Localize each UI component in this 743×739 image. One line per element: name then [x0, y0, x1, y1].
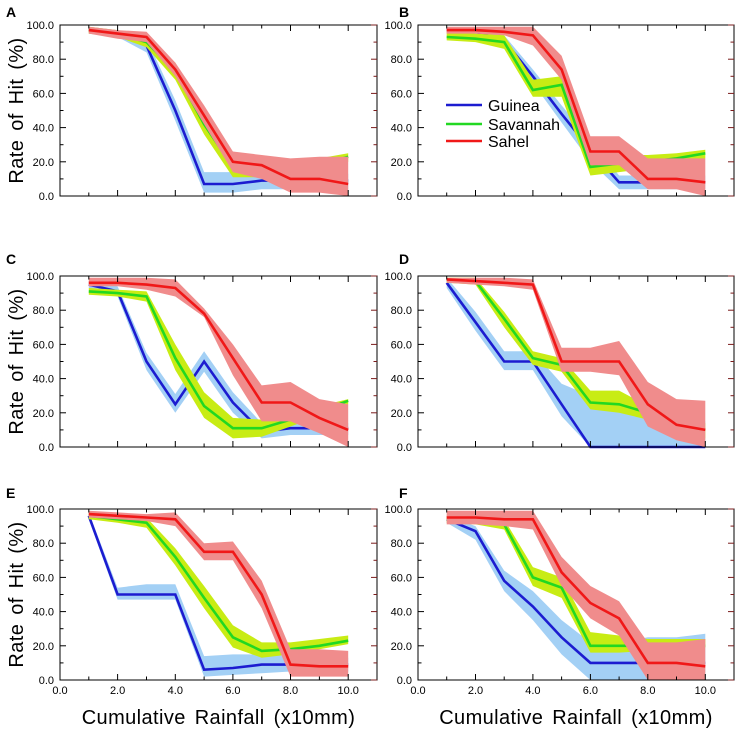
y-tick-label: 80.0	[33, 538, 54, 550]
y-tick-label: 80.0	[391, 538, 412, 550]
y-tick-label: 0.0	[397, 675, 412, 687]
x-tick-label: 6.0	[225, 685, 240, 697]
ticks	[417, 275, 735, 448]
band-sahel	[88, 510, 349, 677]
band-savannah	[88, 288, 349, 439]
y-tick-label: 60.0	[391, 339, 412, 351]
y-tick-label: 20.0	[33, 157, 54, 169]
line-sahel	[446, 28, 706, 184]
y-tick-label: 0.0	[39, 675, 54, 687]
y-tick-label: 0.0	[397, 442, 412, 454]
y-axis-title: Rate of Hit (%)	[6, 288, 28, 434]
y-tick-label: 40.0	[391, 607, 412, 619]
x-tick-label: 10.0	[337, 685, 358, 697]
band-savannah	[88, 512, 349, 658]
panel-f: 0.0 20.0 40.0 60.0 80.0 100.0 0.0 2.0 4.0 6.0 8.0 1…	[384, 485, 735, 729]
plot-data	[87, 510, 349, 677]
line-sahel	[88, 512, 349, 668]
y-tick-label: 0.0	[397, 191, 412, 203]
plot-data	[446, 510, 706, 680]
plot-data	[88, 26, 349, 197]
ticks	[417, 508, 735, 681]
x-tick-label: 8.0	[283, 685, 298, 697]
y-tick-label: 100.0	[26, 271, 54, 283]
y-tick-label: 40.0	[33, 123, 54, 135]
band-guinea	[88, 26, 349, 193]
y-tick-label: 60.0	[33, 572, 54, 584]
legend-label-sahel: Sahel	[488, 134, 529, 151]
panel-b: 0.0 20.0 40.0 60.0 80.0 100.0B Guinea SavannahS…	[384, 4, 735, 203]
x-tick-label: 0.0	[52, 685, 67, 697]
panel-a: 0.0 20.0 40.0 60.0 80.0 100.0 A Rate of Hit (%)	[6, 4, 378, 203]
y-tick-label: 60.0	[33, 339, 54, 351]
y-tick-label: 60.0	[33, 88, 54, 100]
band-sahel	[88, 277, 349, 447]
line-sahel	[88, 281, 349, 432]
y-tick-label: 60.0	[391, 88, 412, 100]
x-tick-label: 4.0	[525, 685, 540, 697]
panel-label: C	[6, 251, 16, 267]
panel-label: B	[399, 4, 409, 20]
panel-label: E	[6, 485, 15, 501]
y-tick-label: 100.0	[384, 20, 412, 32]
y-tick-label: 20.0	[391, 408, 412, 420]
y-tick-label: 20.0	[33, 408, 54, 420]
x-tick-label: 4.0	[168, 685, 183, 697]
y-tick-label: 80.0	[33, 305, 54, 317]
plot-data	[445, 277, 706, 449]
panel-label: A	[6, 4, 16, 20]
band-savannah	[446, 515, 706, 653]
y-tick-label: 40.0	[33, 607, 54, 619]
y-tick-label: 60.0	[391, 572, 412, 584]
line-savannah	[88, 514, 349, 653]
y-tick-label: 80.0	[391, 54, 412, 66]
y-tick-label: 20.0	[33, 641, 54, 653]
legend-label-guinea: Guinea	[488, 98, 540, 115]
plot-data	[88, 277, 349, 447]
band-sahel	[446, 510, 706, 680]
y-tick-label: 0.0	[39, 191, 54, 203]
y-tick-label: 100.0	[384, 271, 412, 283]
y-tick-label: 0.0	[39, 442, 54, 454]
panel-label: D	[399, 251, 409, 267]
panel-label: F	[399, 485, 408, 501]
line-sahel	[446, 516, 706, 668]
y-tick-label: 100.0	[384, 504, 412, 516]
legend-label-savannah: Savannah	[488, 117, 560, 134]
plot-data	[446, 26, 706, 197]
line-sahel	[446, 278, 706, 432]
x-tick-label: 2.0	[110, 685, 125, 697]
panel-e: 0.0 20.0 40.0 60.0 80.0 100.0 0.0 2.0 4.0 6.0 8.0 1…	[6, 485, 378, 729]
y-axis-title: Rate of Hit (%)	[6, 37, 28, 183]
y-tick-label: 80.0	[33, 54, 54, 66]
y-tick-label: 40.0	[391, 123, 412, 135]
y-axis-title: Rate of Hit (%)	[6, 521, 28, 667]
y-tick-label: 40.0	[391, 374, 412, 386]
ticks	[59, 24, 378, 197]
x-tick-label: 0.0	[410, 685, 425, 697]
line-sahel	[88, 28, 349, 186]
x-tick-label: 8.0	[640, 685, 655, 697]
ticks	[59, 508, 378, 681]
x-tick-label: 2.0	[468, 685, 483, 697]
x-tick-label: 6.0	[583, 685, 598, 697]
line-guinea	[88, 283, 349, 433]
ticks	[59, 275, 378, 448]
ticks	[417, 24, 735, 197]
y-tick-label: 80.0	[391, 305, 412, 317]
y-tick-label: 20.0	[391, 157, 412, 169]
x-axis-title: Cumulative Rainfall (x10mm)	[439, 707, 713, 729]
y-tick-label: 40.0	[33, 374, 54, 386]
y-tick-label: 100.0	[26, 504, 54, 516]
y-tick-label: 20.0	[391, 641, 412, 653]
y-tick-label: 100.0	[26, 20, 54, 32]
x-tick-label: 10.0	[695, 685, 716, 697]
panel-c: 0.0 20.0 40.0 60.0 80.0 100.0 C Rate of Hit (%)	[6, 251, 378, 454]
panel-d: 0.0 20.0 40.0 60.0 80.0 100.0 D	[384, 251, 735, 454]
x-axis-title: Cumulative Rainfall (x10mm)	[82, 707, 356, 729]
